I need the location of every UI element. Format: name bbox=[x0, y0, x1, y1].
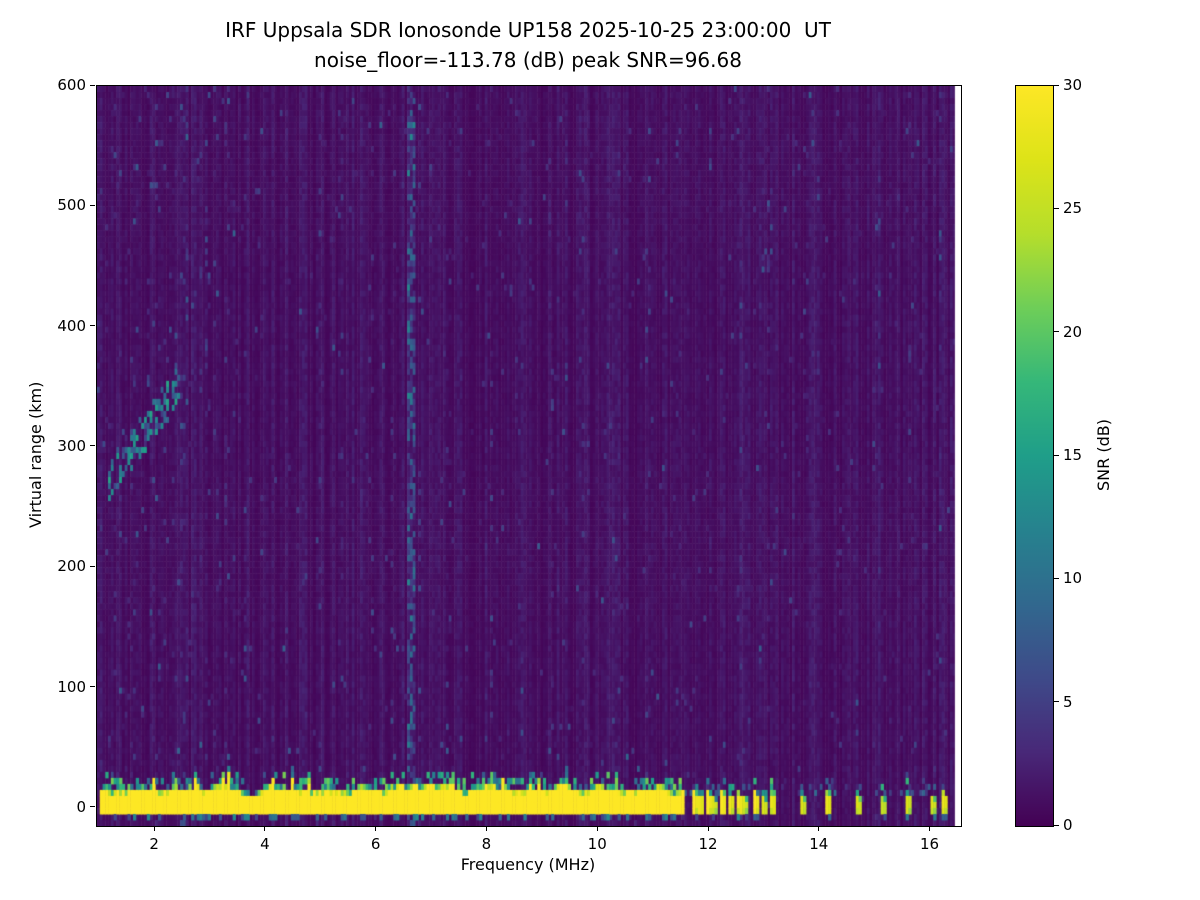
colorbar-tick-label: 25 bbox=[1063, 199, 1083, 218]
colorbar-tick-mark bbox=[1054, 454, 1059, 456]
y-tick-label: 300 bbox=[57, 436, 86, 455]
x-tick-label: 10 bbox=[587, 835, 607, 853]
colorbar-tick-label: 0 bbox=[1063, 816, 1073, 834]
colorbar-tick-mark bbox=[1054, 824, 1059, 826]
x-tick-label: 12 bbox=[698, 835, 718, 853]
colorbar-tick-mark bbox=[1054, 207, 1059, 209]
y-tick-label: 600 bbox=[57, 76, 86, 94]
x-tick-label: 14 bbox=[809, 835, 829, 853]
y-tick-label: 500 bbox=[57, 196, 86, 215]
y-tick-mark bbox=[90, 806, 95, 808]
x-tick-label: 8 bbox=[481, 835, 492, 853]
x-tick-label: 16 bbox=[919, 835, 940, 853]
y-tick-mark bbox=[90, 445, 95, 447]
y-tick-mark bbox=[90, 686, 95, 688]
colorbar bbox=[1015, 85, 1054, 827]
colorbar-tick-label: 10 bbox=[1063, 569, 1083, 588]
colorbar-tick-mark bbox=[1054, 331, 1059, 333]
colorbar-tick-mark bbox=[1054, 577, 1059, 579]
colorbar-tick-label: 20 bbox=[1063, 322, 1083, 341]
x-tick-label: 4 bbox=[260, 835, 270, 853]
x-tick-mark bbox=[264, 826, 266, 831]
x-tick-mark bbox=[375, 826, 377, 831]
y-tick-label: 200 bbox=[57, 557, 86, 576]
y-tick-mark bbox=[90, 84, 95, 86]
heatmap-canvas bbox=[97, 86, 961, 826]
x-tick-label: 2 bbox=[149, 835, 159, 853]
x-tick-mark bbox=[485, 826, 487, 831]
chart-title-line2: noise_floor=-113.78 (dB) peak SNR=96.68 bbox=[314, 48, 742, 72]
y-tick-mark bbox=[90, 565, 95, 567]
x-tick-mark bbox=[707, 826, 709, 831]
chart-title-line1: IRF Uppsala SDR Ionosonde UP158 2025-10-… bbox=[225, 18, 831, 42]
colorbar-tick-label: 5 bbox=[1063, 692, 1073, 711]
colorbar-tick-mark bbox=[1054, 701, 1059, 703]
plot-area bbox=[96, 85, 962, 827]
y-tick-label: 0 bbox=[76, 797, 86, 816]
y-tick-mark bbox=[90, 204, 95, 206]
y-tick-label: 100 bbox=[57, 677, 86, 696]
colorbar-tick-mark bbox=[1054, 84, 1059, 86]
x-tick-mark bbox=[818, 826, 820, 831]
x-tick-label: 6 bbox=[370, 835, 381, 853]
y-tick-label: 400 bbox=[57, 316, 86, 335]
x-tick-mark bbox=[596, 826, 598, 831]
x-axis-label: Frequency (MHz) bbox=[460, 855, 596, 874]
colorbar-tick-label: 30 bbox=[1063, 76, 1083, 94]
x-tick-mark bbox=[929, 826, 931, 831]
colorbar-tick-label: 15 bbox=[1063, 446, 1083, 464]
y-tick-mark bbox=[90, 325, 95, 327]
x-tick-mark bbox=[153, 826, 155, 831]
